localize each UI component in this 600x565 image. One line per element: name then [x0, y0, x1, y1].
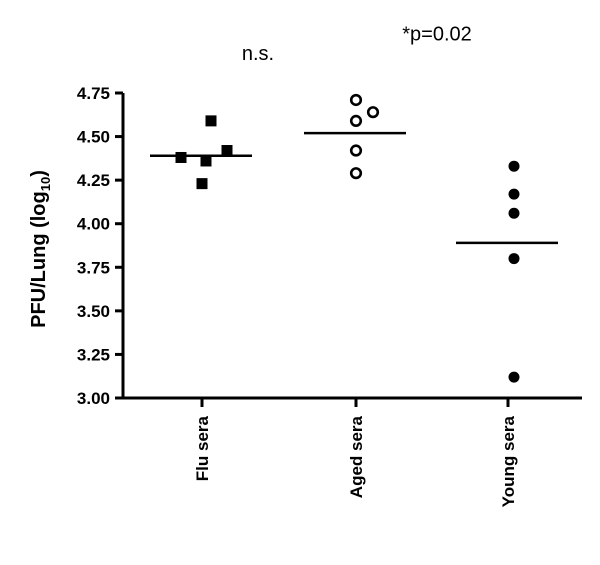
- data-point-filled-circle: [508, 207, 520, 219]
- data-points: [175, 93, 520, 383]
- data-point-filled-circle: [508, 371, 520, 383]
- x-tick-label: Flu sera: [193, 415, 212, 481]
- data-point-open-circle: [366, 106, 380, 119]
- data-point-filled-circle: [508, 253, 520, 265]
- annotations: n.s. *p=0.02: [242, 24, 472, 65]
- y-tick-label: 4.75: [77, 84, 110, 103]
- y-tick-label: 4.25: [77, 171, 110, 190]
- y-tick-label: 3.75: [77, 258, 110, 277]
- data-point-open-circle: [349, 144, 363, 157]
- y-tick-label: 4.50: [77, 128, 110, 147]
- data-point-open-circle: [349, 167, 363, 180]
- data-point-square: [205, 115, 217, 127]
- x-tick-label: Young sera: [499, 415, 518, 507]
- significance-annotation: *p=0.02: [402, 24, 472, 46]
- y-axis-title: PFU/Lung (log10): [28, 170, 53, 328]
- data-point-filled-circle: [508, 160, 520, 172]
- y-tick-label: 3.00: [77, 389, 110, 408]
- significance-annotation: n.s.: [242, 43, 274, 65]
- data-point-filled-circle: [508, 188, 520, 200]
- data-point-square: [221, 145, 233, 157]
- data-point-square: [175, 151, 187, 163]
- y-tick-label: 3.50: [77, 302, 110, 321]
- y-tick-label: 3.25: [77, 345, 110, 364]
- data-point-open-circle: [349, 114, 363, 127]
- data-point-open-circle: [349, 93, 363, 107]
- y-axis-title-close: ): [28, 170, 50, 177]
- mean-lines: [150, 131, 558, 245]
- x-tick-label: Aged sera: [347, 415, 366, 498]
- x-axis: Flu sera Aged sera Young sera: [121, 396, 582, 507]
- y-tick-label: 4.00: [77, 215, 110, 234]
- y-axis: 3.00 3.25 3.50 3.75 4.00 4.25 4.50 4.75: [77, 84, 125, 408]
- data-point-square: [196, 178, 208, 190]
- data-point-square: [200, 155, 212, 167]
- y-axis-title-subscript: 10: [38, 177, 53, 191]
- y-axis-title-main: PFU/Lung (log: [28, 191, 50, 328]
